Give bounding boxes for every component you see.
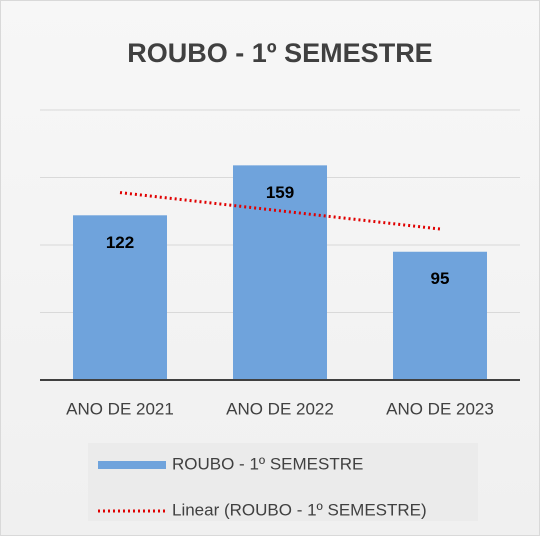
x-tick-label: ANO DE 2022: [226, 399, 334, 418]
bar: [233, 165, 327, 380]
bar: [73, 215, 167, 380]
legend-label: ROUBO - 1º SEMESTRE: [172, 454, 363, 473]
bar: [393, 251, 487, 380]
legend-swatch: [98, 461, 166, 469]
data-label: 95: [431, 269, 450, 288]
data-label: 122: [106, 233, 134, 252]
chart-title: ROUBO - 1º SEMESTRE: [127, 38, 432, 68]
data-label: 159: [266, 183, 294, 202]
legend-box: [88, 443, 478, 521]
x-tick-label: ANO DE 2021: [66, 399, 174, 418]
legend-label: Linear (ROUBO - 1º SEMESTRE): [172, 500, 427, 519]
x-tick-label: ANO DE 2023: [386, 399, 494, 418]
trendline: [119, 191, 441, 231]
